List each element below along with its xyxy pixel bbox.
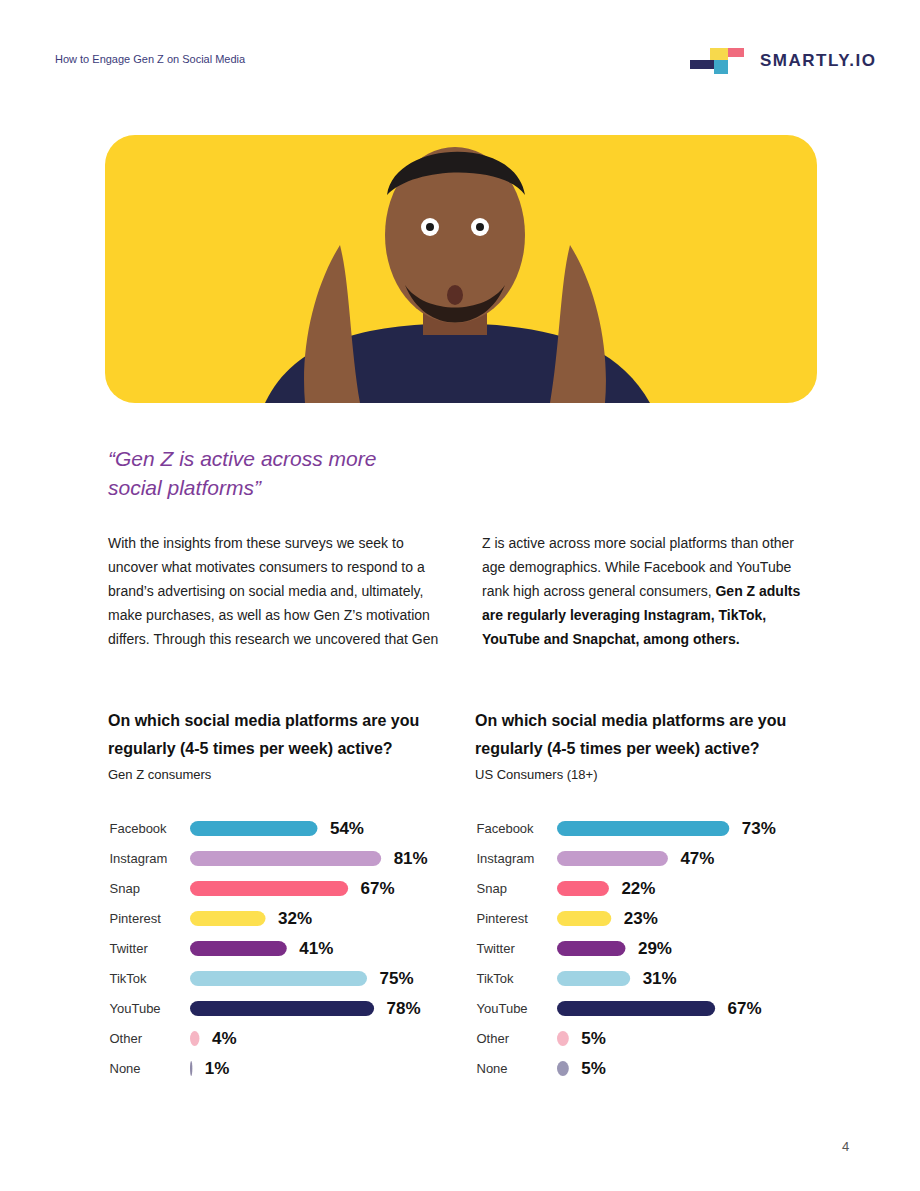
- html-text:4: 4: [842, 1139, 850, 1154]
- svg-text:Instagram: Instagram: [477, 851, 535, 866]
- svg-text:78%: 78%: [387, 999, 421, 1018]
- svg-text:TikTok: TikTok: [110, 971, 148, 986]
- svg-text:54%: 54%: [330, 819, 364, 838]
- svg-text:Twitter: Twitter: [110, 941, 149, 956]
- svg-text:29%: 29%: [638, 939, 672, 958]
- svg-text:4%: 4%: [212, 1029, 237, 1048]
- svg-text:67%: 67%: [361, 879, 395, 898]
- html-text:On which social media platform: On which social media platforms are you …: [475, 712, 787, 757]
- svg-text:Pinterest: Pinterest: [110, 911, 162, 926]
- svg-text:Pinterest: Pinterest: [477, 911, 529, 926]
- svg-text:None: None: [477, 1061, 508, 1076]
- svg-text:47%: 47%: [680, 849, 714, 868]
- svg-text:23%: 23%: [624, 909, 658, 928]
- svg-text:Snap: Snap: [477, 881, 507, 896]
- svg-text:YouTube: YouTube: [477, 1001, 528, 1016]
- svg-text:Twitter: Twitter: [477, 941, 516, 956]
- svg-text:1%: 1%: [205, 1059, 230, 1078]
- svg-text:Snap: Snap: [110, 881, 140, 896]
- svg-text:32%: 32%: [278, 909, 312, 928]
- html-text:US Consumers (18+): US Consumers (18+): [475, 767, 598, 782]
- svg-text:73%: 73%: [742, 819, 776, 838]
- svg-text:22%: 22%: [621, 879, 655, 898]
- svg-text:None: None: [110, 1061, 141, 1076]
- svg-text:YouTube: YouTube: [110, 1001, 161, 1016]
- html-text:Gen Z consumers: Gen Z consumers: [108, 767, 212, 782]
- html-text:How to Engage Gen Z on Social: How to Engage Gen Z on Social Media: [55, 53, 246, 65]
- html-text:“Gen Z is active across more s: “Gen Z is active across more social plat…: [108, 447, 377, 499]
- svg-text:Facebook: Facebook: [110, 821, 168, 836]
- html-text:SMARTLY.IO: SMARTLY.IO: [760, 51, 877, 70]
- svg-text:5%: 5%: [581, 1029, 606, 1048]
- svg-text:TikTok: TikTok: [477, 971, 515, 986]
- svg-text:81%: 81%: [394, 849, 428, 868]
- svg-text:41%: 41%: [299, 939, 333, 958]
- html-text:On which social media platform: On which social media platforms are you …: [108, 712, 420, 757]
- svg-text:31%: 31%: [643, 969, 677, 988]
- svg-text:Instagram: Instagram: [110, 851, 168, 866]
- svg-text:Other: Other: [110, 1031, 143, 1046]
- svg-text:Other: Other: [477, 1031, 510, 1046]
- html-text:With the insights from these s: With the insights from these surveys we …: [108, 535, 801, 647]
- svg-text:67%: 67%: [728, 999, 762, 1018]
- svg-text:5%: 5%: [581, 1059, 606, 1078]
- svg-text:Facebook: Facebook: [477, 821, 535, 836]
- svg-text:75%: 75%: [380, 969, 414, 988]
